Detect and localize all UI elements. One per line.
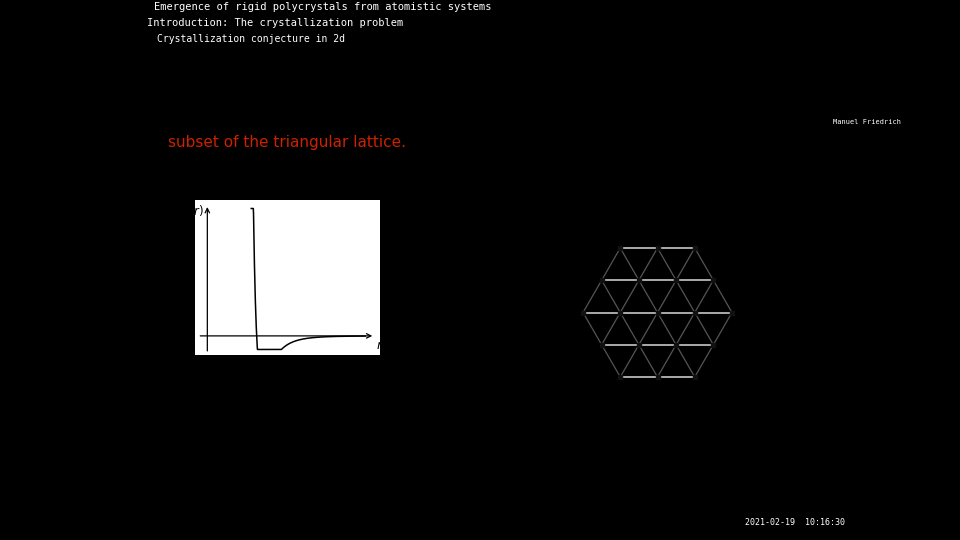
Text: Introduction: The crystallization problem: Introduction: The crystallization proble… [147, 18, 403, 28]
Text: Conjecture in 2d: Conjecture in 2d [168, 88, 309, 103]
Text: : Minimizers for Lennard-Jones potentials arrange on a: : Minimizers for Lennard-Jones potential… [309, 88, 726, 103]
Text: Crystallization conjecture in 2d: Crystallization conjecture in 2d [157, 35, 346, 44]
Text: $\tilde{V}_p(r)$: $\tilde{V}_p(r)$ [175, 202, 204, 222]
Text: Emergence of rigid polycrystals from atomistic systems: Emergence of rigid polycrystals from ato… [154, 2, 492, 12]
Text: Manuel Friedrich: Manuel Friedrich [832, 119, 900, 125]
Text: $r$: $r$ [376, 339, 384, 352]
Text: subset of the triangular lattice.: subset of the triangular lattice. [168, 135, 405, 150]
Text: 2021-02-19  10:16:30: 2021-02-19 10:16:30 [745, 518, 845, 527]
